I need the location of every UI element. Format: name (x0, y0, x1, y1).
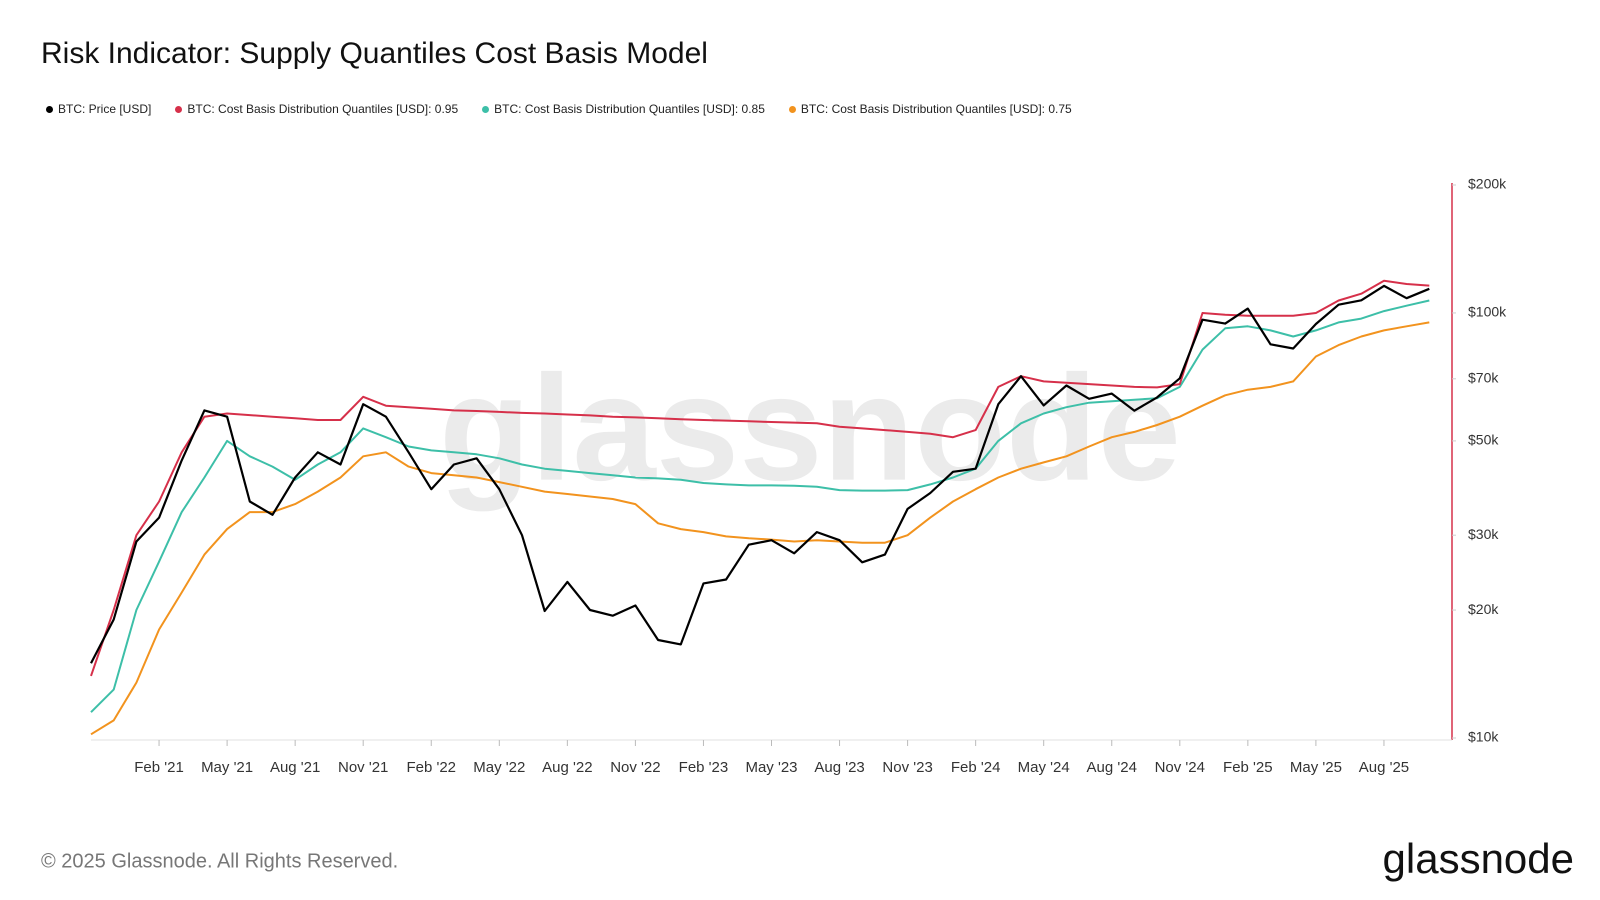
x-tick-label: Nov '23 (882, 759, 932, 776)
legend-item[interactable]: BTC: Cost Basis Distribution Quantiles [… (175, 102, 458, 116)
x-tick-label: May '25 (1290, 759, 1342, 776)
y-tick-label: $70k (1468, 369, 1499, 385)
x-tick-label: Feb '22 (406, 759, 456, 776)
legend-item[interactable]: BTC: Price [USD] (46, 102, 151, 116)
legend-label: BTC: Cost Basis Distribution Quantiles [… (494, 102, 765, 116)
x-tick-label: Aug '22 (542, 759, 592, 776)
x-tick-label: Feb '24 (951, 759, 1001, 776)
x-tick-label: Feb '25 (1223, 759, 1273, 776)
x-tick-label: Feb '23 (679, 759, 729, 776)
series-line (90, 279, 1430, 677)
x-tick-label: Aug '21 (270, 759, 320, 776)
legend-label: BTC: Cost Basis Distribution Quantiles [… (187, 102, 459, 116)
y-tick-label: $30k (1468, 526, 1499, 542)
x-tick-label: May '23 (745, 759, 797, 776)
legend-swatch (46, 105, 53, 113)
logo: glassnode (1383, 835, 1574, 882)
x-tick-label: Aug '25 (1359, 759, 1409, 776)
legend-swatch (788, 105, 796, 113)
y-tick-label: $20k (1468, 601, 1499, 617)
x-tick-label: Nov '22 (610, 759, 660, 776)
legend-item[interactable]: BTC: Cost Basis Distribution Quantiles [… (482, 102, 765, 116)
x-tick-label: May '24 (1018, 759, 1070, 776)
x-tick-label: Nov '21 (338, 759, 388, 776)
legend-swatch (482, 105, 490, 113)
series-line (90, 321, 1430, 736)
x-tick-label: Feb '21 (134, 759, 184, 776)
y-tick-label: $50k (1468, 432, 1499, 448)
legend-swatch (175, 105, 183, 113)
legend-item[interactable]: BTC: Cost Basis Distribution Quantiles [… (788, 102, 1072, 116)
y-tick-label: $10k (1468, 729, 1499, 745)
x-tick-label: Aug '24 (1087, 759, 1137, 776)
watermark: glassnode (439, 344, 1181, 512)
series-line (90, 299, 1430, 713)
y-tick-label: $100k (1468, 304, 1507, 320)
copyright: © 2025 Glassnode. All Rights Reserved. (41, 850, 398, 872)
legend-label: BTC: Price [USD] (58, 102, 152, 116)
chart-title: Risk Indicator: Supply Quantiles Cost Ba… (41, 37, 708, 70)
legend: BTC: Price [USD] BTC: Cost Basis Distribu… (46, 102, 1096, 116)
legend-label: BTC: Cost Basis Distribution Quantiles [… (800, 102, 1072, 116)
y-tick-label: $200k (1468, 176, 1507, 192)
series-line (90, 284, 1430, 664)
x-tick-label: Nov '24 (1155, 759, 1205, 776)
x-tick-label: Aug '23 (814, 759, 864, 776)
x-tick-label: May '21 (201, 759, 253, 776)
x-tick-label: May '22 (473, 759, 525, 776)
